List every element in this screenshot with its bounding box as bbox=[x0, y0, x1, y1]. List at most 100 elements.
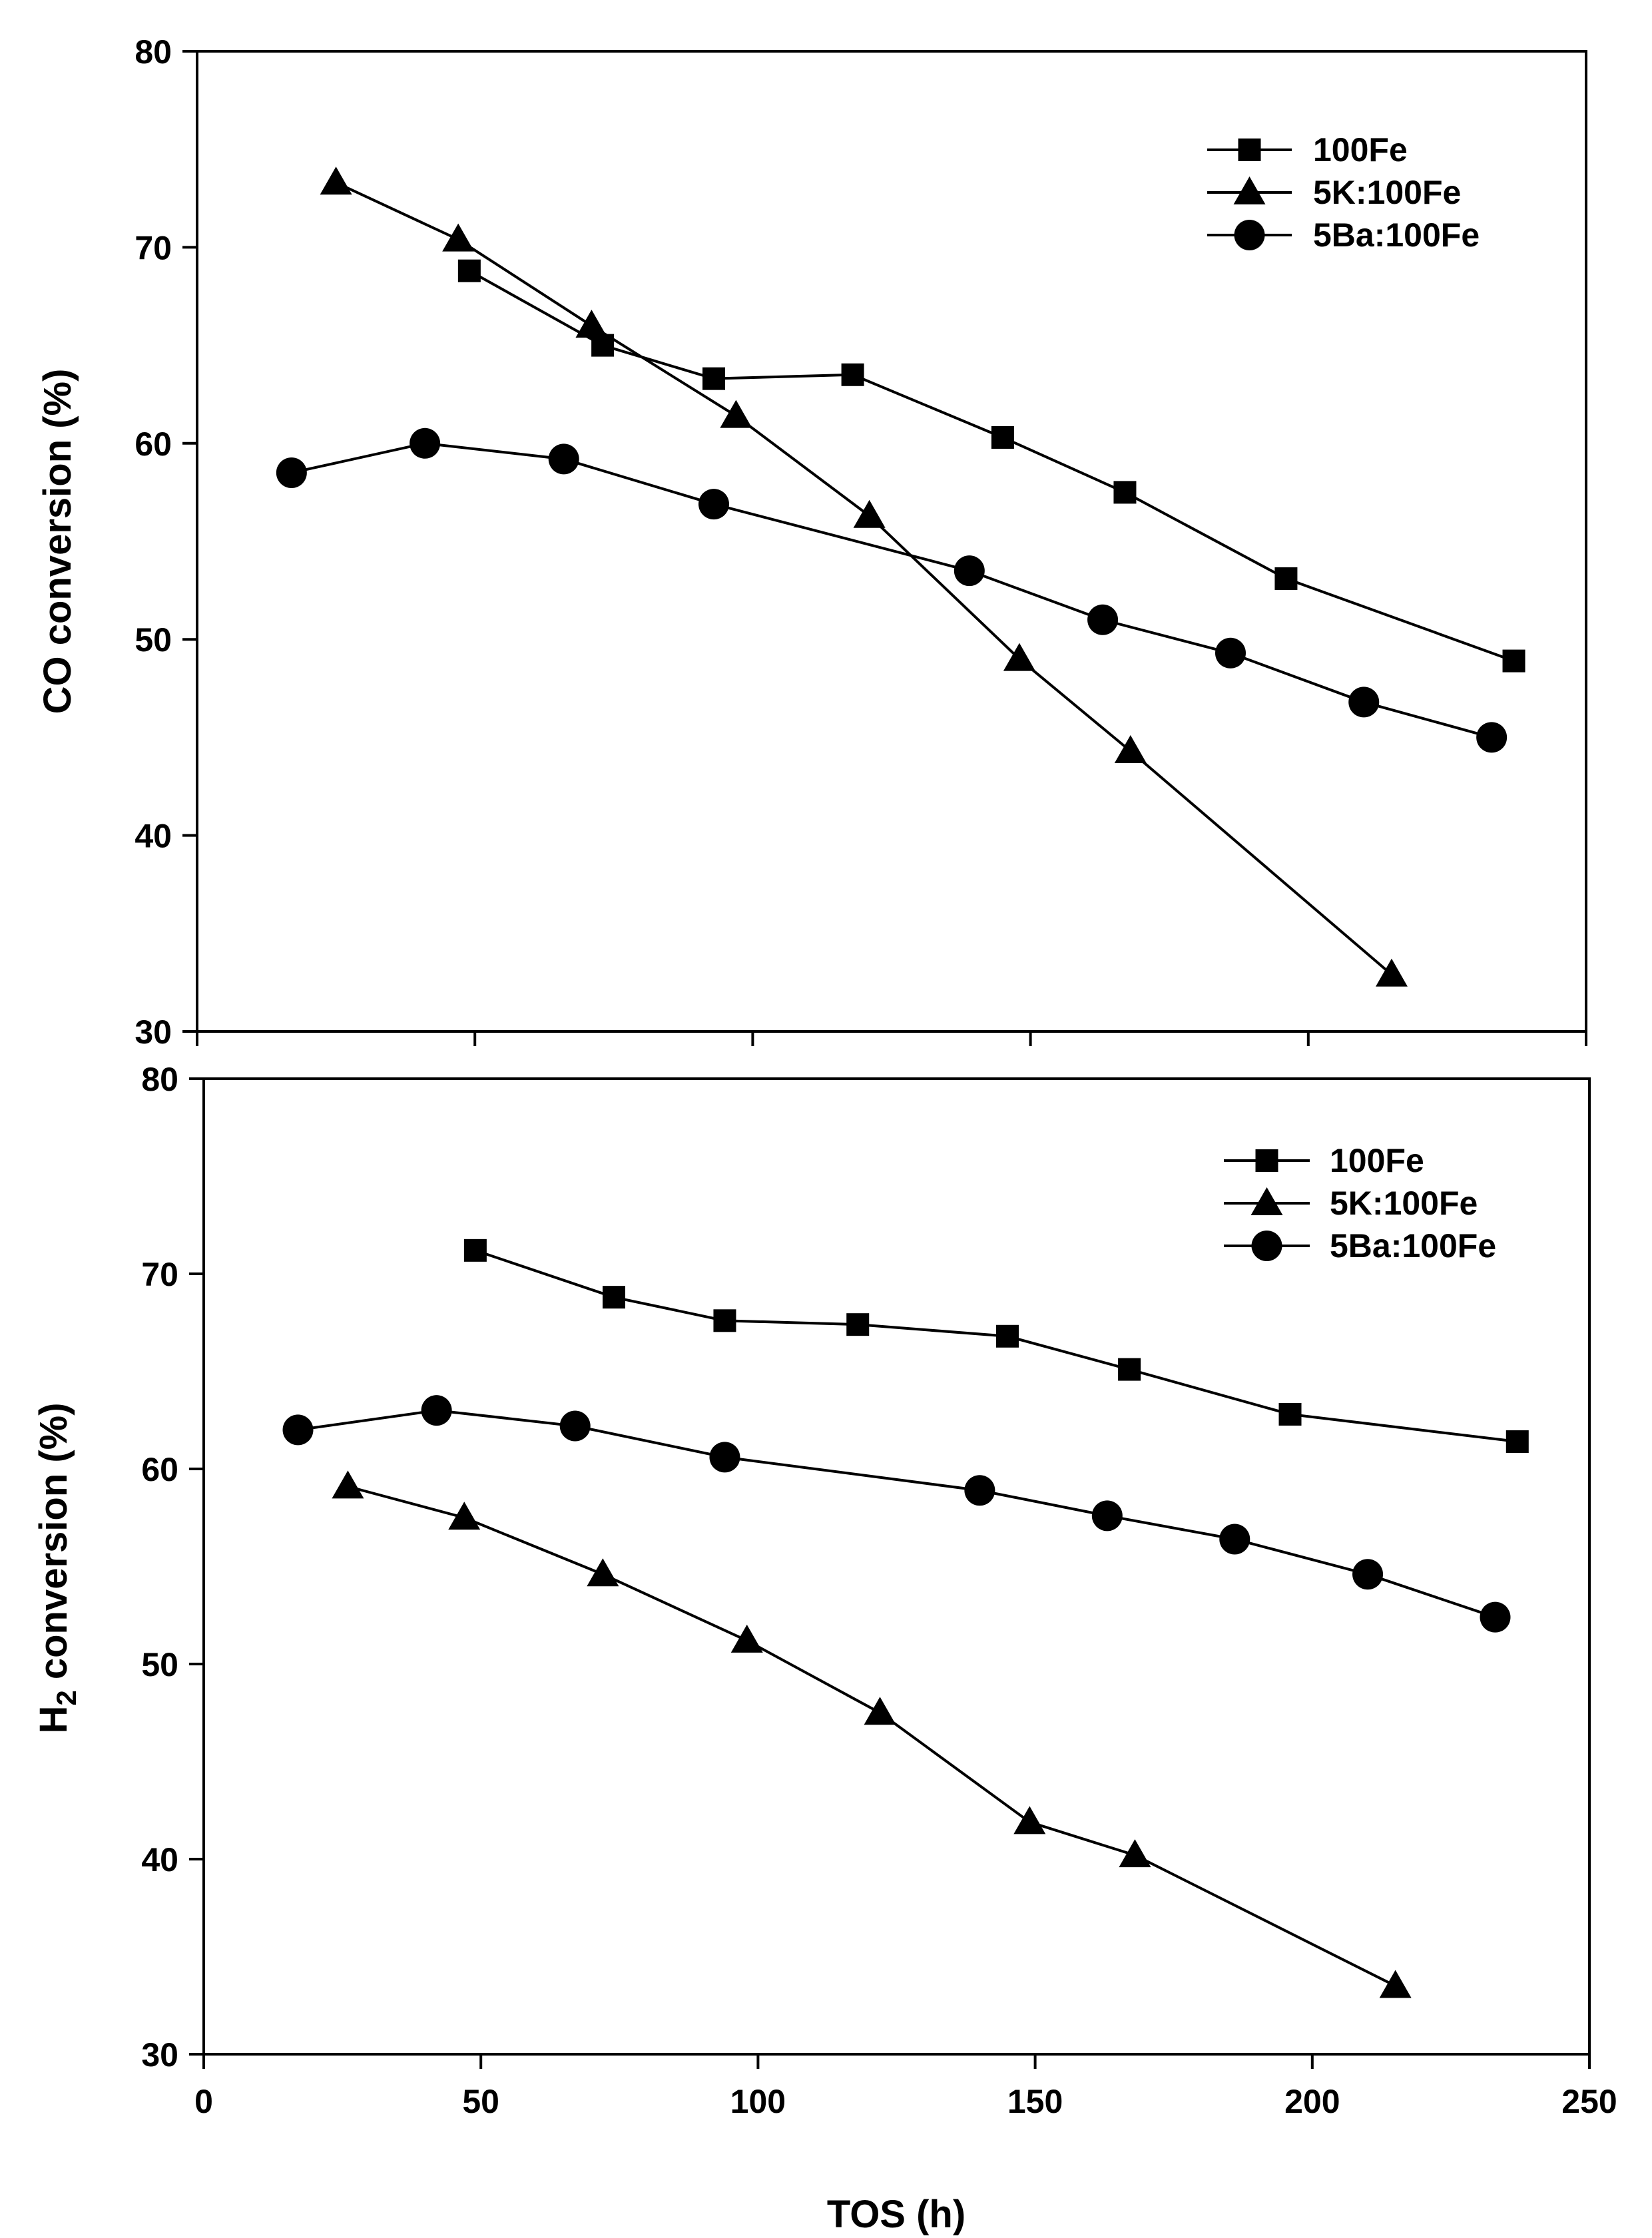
co-point-5ba-100fe-4 bbox=[954, 555, 985, 587]
h2-series-layer bbox=[282, 1239, 1529, 1998]
co-point-5k-100fe-2 bbox=[575, 310, 608, 338]
h2-y-axis-title: H2 conversion (%) bbox=[32, 1402, 82, 1733]
h2-point-100fe-3 bbox=[846, 1313, 870, 1336]
h2-point-5k-100fe-7 bbox=[1379, 1970, 1412, 1998]
co-point-5k-100fe-7 bbox=[1375, 958, 1408, 987]
co-point-5k-100fe-4 bbox=[853, 499, 886, 528]
h2-y-axis-title-rest: conversion (%) bbox=[32, 1402, 75, 1690]
h2-point-5ba-100fe-8 bbox=[1480, 1601, 1511, 1633]
co-legend-marker-100fe bbox=[1238, 139, 1261, 161]
h2-point-100fe-7 bbox=[1506, 1430, 1529, 1453]
h2-point-5k-100fe-5 bbox=[1013, 1806, 1046, 1834]
h2-x-tick-label-150: 150 bbox=[1007, 2083, 1063, 2120]
co-y-tick-label-40: 40 bbox=[135, 818, 172, 855]
co-series-line-5ba-100fe bbox=[291, 441, 1492, 739]
co-legend-label-100fe: 100Fe bbox=[1313, 131, 1408, 168]
h2-x-tick-label-100: 100 bbox=[730, 2083, 786, 2120]
h2-point-5ba-100fe-5 bbox=[1091, 1500, 1123, 1532]
h2-y-axis-title-main: H bbox=[32, 1706, 75, 1734]
h2-conversion-panel: 30 40 50 60 70 80 0 50 100 150 200 250 100Fe 5K:100F… bbox=[32, 1061, 1617, 2236]
h2-point-100fe-1 bbox=[602, 1286, 625, 1309]
h2-y-axis-title-subscript: 2 bbox=[51, 1690, 82, 1705]
h2-point-5k-100fe-3 bbox=[730, 1624, 763, 1653]
co-series-layer bbox=[276, 166, 1525, 987]
h2-y-tick-label-70: 70 bbox=[141, 1256, 178, 1293]
co-point-100fe-6 bbox=[1274, 567, 1298, 590]
h2-x-tick-label-250: 250 bbox=[1561, 2083, 1617, 2120]
h2-legend-marker-5k-100fe bbox=[1250, 1187, 1283, 1215]
co-point-5k-100fe-0 bbox=[320, 166, 352, 195]
co-point-5k-100fe-6 bbox=[1114, 735, 1147, 764]
h2-point-5ba-100fe-3 bbox=[709, 1442, 740, 1473]
h2-point-5ba-100fe-7 bbox=[1352, 1559, 1384, 1590]
h2-point-5ba-100fe-0 bbox=[282, 1414, 314, 1446]
h2-x-tick-label-200: 200 bbox=[1284, 2083, 1340, 2120]
co-point-100fe-7 bbox=[1502, 649, 1525, 673]
co-y-tick-label-80: 80 bbox=[135, 33, 172, 71]
co-point-100fe-3 bbox=[841, 363, 864, 386]
h2-y-tick-label-80: 80 bbox=[141, 1061, 178, 1098]
h2-y-tick-label-50: 50 bbox=[141, 1646, 178, 1683]
h2-point-5k-100fe-4 bbox=[864, 1697, 896, 1725]
h2-axes: 30 40 50 60 70 80 0 50 100 150 200 250 bbox=[141, 1061, 1617, 2120]
co-y-tick-label-30: 30 bbox=[135, 1013, 172, 1051]
co-point-5ba-100fe-6 bbox=[1215, 637, 1246, 669]
h2-point-5ba-100fe-1 bbox=[421, 1395, 452, 1426]
co-legend-label-5ba-100fe: 5Ba:100Fe bbox=[1313, 216, 1480, 254]
co-point-5k-100fe-5 bbox=[1003, 643, 1035, 671]
h2-point-5ba-100fe-4 bbox=[964, 1475, 995, 1506]
co-y-tick-label-70: 70 bbox=[135, 229, 172, 266]
co-point-5ba-100fe-8 bbox=[1476, 722, 1508, 753]
co-point-5ba-100fe-0 bbox=[276, 457, 307, 488]
co-point-100fe-2 bbox=[702, 367, 725, 390]
h2-point-100fe-5 bbox=[1118, 1358, 1141, 1381]
co-point-5ba-100fe-1 bbox=[410, 427, 441, 459]
h2-y-tick-label-40: 40 bbox=[141, 1841, 178, 1878]
co-legend: 100Fe 5K:100Fe 5Ba:100Fe bbox=[1207, 131, 1480, 254]
co-point-100fe-5 bbox=[1113, 481, 1137, 504]
h2-y-tick-label-30: 30 bbox=[141, 2036, 178, 2074]
co-point-100fe-4 bbox=[991, 425, 1014, 449]
co-legend-marker-5k-100fe bbox=[1233, 176, 1266, 204]
h2-series-line-100fe bbox=[475, 1249, 1518, 1443]
co-plot-frame bbox=[196, 50, 1587, 1033]
co-axes: 30 40 50 60 70 80 bbox=[135, 33, 1587, 1051]
co-conversion-panel: 30 40 50 60 70 80 100Fe 5K:100Fe 5Ba:100Fe CO c… bbox=[36, 33, 1587, 1051]
h2-x-tick-label-50: 50 bbox=[462, 2083, 499, 2120]
h2-point-5ba-100fe-2 bbox=[559, 1410, 591, 1442]
co-point-100fe-0 bbox=[457, 259, 481, 282]
co-point-5k-100fe-1 bbox=[442, 223, 475, 252]
co-y-axis-title: CO conversion (%) bbox=[36, 369, 79, 714]
co-y-tick-label-50: 50 bbox=[135, 621, 172, 659]
h2-legend-label-100fe: 100Fe bbox=[1330, 1142, 1424, 1179]
h2-legend-marker-100fe bbox=[1255, 1149, 1278, 1172]
h2-point-5k-100fe-6 bbox=[1119, 1839, 1151, 1868]
co-y-tick-label-60: 60 bbox=[135, 425, 172, 463]
h2-point-100fe-2 bbox=[713, 1309, 736, 1332]
h2-legend: 100Fe 5K:100Fe 5Ba:100Fe bbox=[1224, 1142, 1496, 1264]
co-point-5ba-100fe-5 bbox=[1087, 604, 1119, 635]
h2-point-5k-100fe-2 bbox=[587, 1558, 619, 1587]
co-series-line-5k-100fe bbox=[335, 181, 1393, 976]
co-point-5ba-100fe-3 bbox=[698, 489, 729, 520]
x-axis-title: TOS (h) bbox=[827, 2193, 965, 2236]
h2-point-100fe-4 bbox=[995, 1324, 1019, 1348]
co-series-line-100fe bbox=[468, 269, 1515, 663]
h2-series-line-5ba-100fe bbox=[298, 1409, 1496, 1619]
h2-legend-label-5k-100fe: 5K:100Fe bbox=[1330, 1185, 1478, 1222]
h2-point-100fe-0 bbox=[463, 1239, 487, 1262]
h2-legend-marker-5ba-100fe bbox=[1251, 1231, 1282, 1261]
h2-series-line-5k-100fe bbox=[347, 1485, 1396, 1988]
h2-point-5ba-100fe-6 bbox=[1219, 1524, 1250, 1555]
co-legend-marker-5ba-100fe bbox=[1234, 220, 1265, 250]
co-point-5ba-100fe-7 bbox=[1348, 687, 1380, 718]
h2-point-100fe-6 bbox=[1278, 1402, 1302, 1426]
h2-point-5k-100fe-0 bbox=[332, 1470, 364, 1499]
h2-point-5k-100fe-1 bbox=[448, 1502, 481, 1530]
h2-y-tick-label-60: 60 bbox=[141, 1451, 178, 1488]
co-point-5k-100fe-3 bbox=[720, 400, 752, 428]
h2-plot-frame bbox=[202, 1077, 1591, 2056]
co-point-5ba-100fe-2 bbox=[548, 443, 579, 475]
h2-x-tick-label-0: 0 bbox=[194, 2083, 213, 2120]
